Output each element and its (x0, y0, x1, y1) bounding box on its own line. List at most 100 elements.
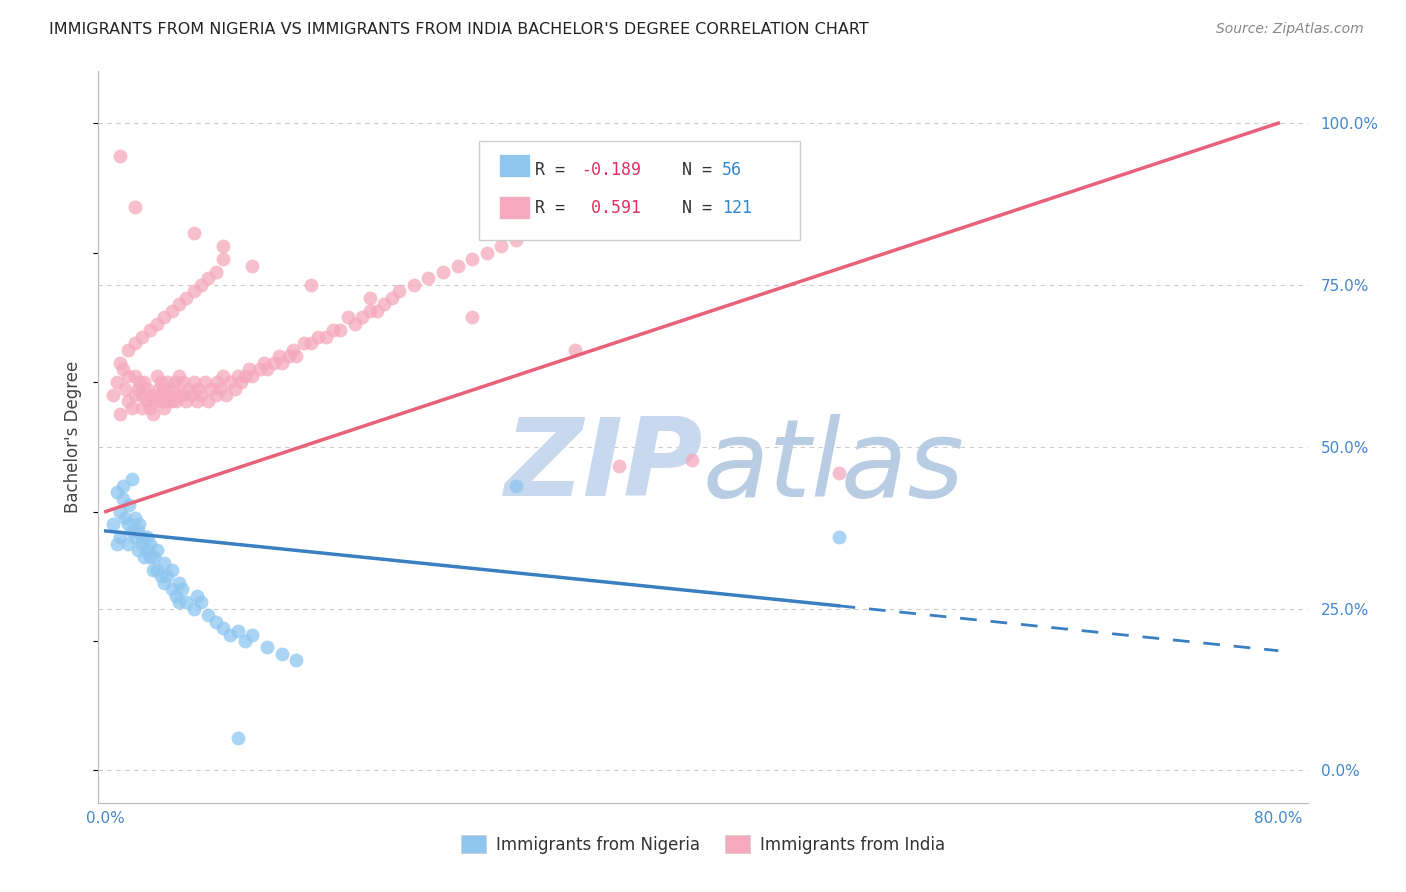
Point (170, 388, 193, 402)
Point (190, 277, 212, 292)
Point (127, 524, 149, 538)
Text: Source: ZipAtlas.com: Source: ZipAtlas.com (1216, 22, 1364, 37)
Point (142, 563, 165, 577)
Point (322, 323, 344, 337)
Point (124, 511, 146, 525)
Point (505, 233, 527, 247)
Point (153, 382, 176, 396)
Point (827, 530, 849, 544)
Point (150, 394, 173, 409)
Point (607, 459, 630, 474)
Point (163, 375, 186, 389)
Point (226, 624, 249, 639)
Text: N =: N = (662, 161, 721, 179)
Point (402, 277, 425, 292)
Point (267, 349, 290, 363)
Point (132, 549, 155, 564)
Text: 121: 121 (723, 200, 752, 218)
Point (204, 265, 226, 279)
Point (292, 336, 315, 351)
Point (432, 265, 454, 279)
Legend: Immigrants from Nigeria, Immigrants from India: Immigrants from Nigeria, Immigrants from… (454, 829, 952, 860)
Point (343, 317, 366, 331)
Point (167, 368, 190, 383)
Point (153, 401, 176, 415)
Point (249, 362, 271, 376)
Point (190, 595, 212, 609)
Point (110, 148, 132, 162)
Point (107, 485, 129, 500)
Text: -0.189: -0.189 (581, 161, 641, 179)
Point (233, 634, 256, 648)
Point (142, 408, 165, 422)
Point (153, 575, 176, 590)
Point (204, 388, 226, 402)
Point (263, 356, 285, 370)
Text: atlas: atlas (703, 414, 965, 519)
Point (117, 517, 139, 532)
Point (101, 517, 124, 532)
Point (117, 343, 139, 357)
Point (107, 375, 129, 389)
Text: N =: N = (662, 200, 721, 218)
Point (418, 271, 440, 285)
Point (183, 285, 205, 299)
Point (256, 640, 278, 655)
Point (190, 388, 212, 402)
Point (200, 382, 222, 396)
Point (127, 543, 149, 558)
Point (212, 239, 235, 253)
Point (128, 375, 150, 389)
Point (212, 621, 235, 635)
Point (160, 303, 183, 318)
Point (366, 303, 388, 318)
Point (238, 362, 260, 376)
Point (380, 291, 402, 305)
Point (131, 388, 153, 402)
Point (146, 563, 169, 577)
Point (135, 382, 157, 396)
Point (138, 401, 160, 415)
Point (156, 394, 179, 409)
Point (112, 478, 135, 492)
Point (143, 549, 166, 564)
Point (461, 252, 484, 266)
Point (197, 394, 219, 409)
Point (153, 557, 176, 571)
Point (160, 582, 183, 597)
Point (138, 388, 160, 402)
Point (138, 323, 160, 337)
Text: 0.591: 0.591 (581, 200, 641, 218)
Point (131, 530, 153, 544)
Text: 56: 56 (723, 161, 742, 179)
Point (167, 595, 190, 609)
Point (520, 226, 543, 240)
Point (117, 537, 139, 551)
Point (132, 375, 155, 389)
Point (307, 330, 329, 344)
Point (127, 382, 149, 396)
Point (138, 537, 160, 551)
Point (212, 252, 235, 266)
Point (212, 368, 235, 383)
Point (160, 394, 183, 409)
Point (131, 330, 153, 344)
Point (114, 511, 136, 525)
Point (156, 375, 179, 389)
Point (148, 382, 170, 396)
Point (167, 388, 190, 402)
Point (219, 627, 242, 641)
Point (461, 310, 484, 325)
Point (157, 388, 180, 402)
Point (160, 563, 183, 577)
Point (138, 549, 160, 564)
Text: R =: R = (534, 161, 575, 179)
Point (165, 589, 187, 603)
Point (204, 615, 226, 629)
Point (180, 388, 202, 402)
Point (183, 375, 205, 389)
Point (176, 595, 198, 609)
Point (299, 336, 322, 351)
Point (143, 394, 166, 409)
Point (114, 382, 136, 396)
